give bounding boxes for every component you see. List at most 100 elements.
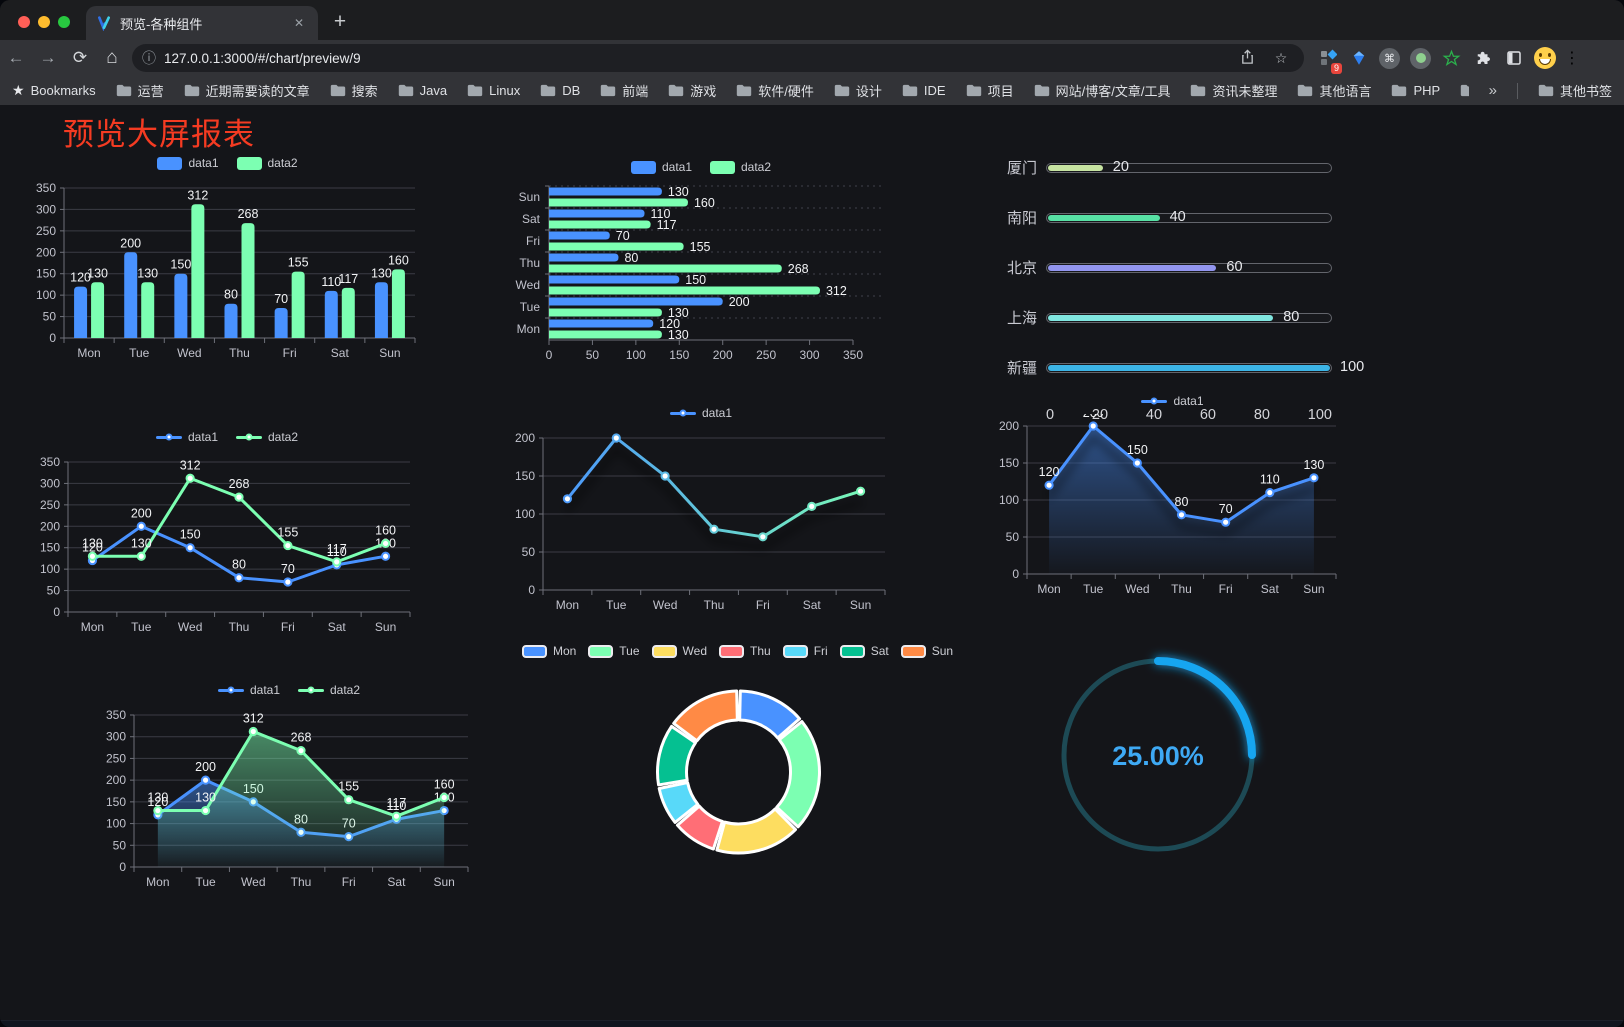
legend-item-Mon[interactable]: Mon [521, 644, 576, 658]
bookmark-folder[interactable]: PHP [1391, 83, 1440, 98]
bookmark-folder[interactable]: DB [540, 83, 580, 98]
legend-item-Fri[interactable]: Fri [782, 644, 828, 658]
bookmark-folder[interactable]: 文件服务器 [1460, 81, 1469, 100]
svg-text:312: 312 [187, 188, 208, 202]
new-tab-button[interactable]: + [333, 10, 347, 33]
svg-text:200: 200 [40, 519, 60, 533]
bookmark-folder[interactable]: Java [398, 83, 447, 98]
svg-text:300: 300 [40, 476, 60, 490]
puzzle-extensions-icon[interactable] [1469, 45, 1496, 72]
back-icon[interactable]: ← [7, 48, 25, 67]
legend-item-Sat[interactable]: Sat [839, 644, 889, 658]
bookmark-folder[interactable]: 软件/硬件 [736, 81, 814, 100]
bookmark-folder[interactable]: 搜索 [330, 81, 378, 100]
svg-text:100: 100 [36, 288, 56, 302]
bookmarks-bar: ★ Bookmarks 运营 近期需要读的文章 搜索 Java Linux DB 前端 游戏 软… [0, 76, 1624, 105]
city-progress-chart: 厦门 20 南阳 40 北京 60 上海 80 新疆 100 0 20 40 60 80 100 [995, 157, 1370, 424]
side-panel-icon[interactable] [1500, 45, 1527, 72]
svg-text:50: 50 [43, 310, 57, 324]
bookmark-folder[interactable]: 项目 [966, 81, 1014, 100]
legend-item-Wed[interactable]: Wed [651, 644, 707, 658]
gem-extension-icon[interactable] [1345, 45, 1372, 72]
forward-icon[interactable]: → [39, 48, 57, 67]
svg-text:150: 150 [180, 528, 201, 542]
legend-item-data1[interactable]: data1 [1141, 394, 1204, 408]
chart-legend: data1 [505, 403, 897, 423]
reload-icon[interactable]: ⟳ [72, 48, 88, 67]
donut-chart: Mon Tue Wed Thu Fri Sat Sun [521, 641, 953, 909]
bookmark-star-icon[interactable]: ☆ [1274, 49, 1288, 66]
bookmark-folder[interactable]: 网站/博客/文章/工具 [1034, 81, 1170, 100]
svg-text:70: 70 [281, 562, 295, 576]
bookmark-folder[interactable]: 游戏 [668, 81, 716, 100]
legend-item-data1[interactable]: data1 [630, 160, 692, 174]
legend-item-data2[interactable]: data2 [236, 156, 298, 170]
svg-text:312: 312 [826, 284, 847, 298]
other-bookmarks-folder[interactable]: 其他书签 [1538, 81, 1612, 100]
bookmark-folder[interactable]: 前端 [600, 81, 648, 100]
bookmark-folder[interactable]: 资讯未整理 [1190, 81, 1277, 100]
svg-text:25.00%: 25.00% [1112, 741, 1204, 771]
legend-item-data1[interactable]: data1 [217, 683, 280, 697]
svg-text:130: 130 [87, 266, 108, 280]
legend-item-Tue[interactable]: Tue [588, 644, 640, 658]
tab-close-icon[interactable]: ✕ [293, 16, 304, 30]
share-icon[interactable] [1234, 49, 1260, 68]
address-bar[interactable]: ⓘ 127.0.0.1:3000/#/chart/preview/9 ☆ [132, 44, 1304, 72]
home-icon[interactable]: ⌂ [106, 47, 118, 68]
svg-text:155: 155 [288, 256, 309, 270]
menu-kebab-icon[interactable]: ⋮ [1564, 50, 1580, 67]
bookmark-folder[interactable]: IDE [902, 83, 946, 98]
legend-item-data1[interactable]: data1 [669, 406, 732, 420]
star-extension-icon[interactable] [1438, 45, 1465, 72]
legend-item-data1[interactable]: data1 [157, 156, 219, 170]
command-extension-icon[interactable]: ⌘ [1376, 45, 1403, 72]
close-window-button[interactable] [18, 16, 30, 28]
svg-text:160: 160 [694, 196, 715, 210]
single-area-chart: data1 0 50 100 150 200 Mon Tue Wed Thu Fri Sat Sun 12… [995, 391, 1350, 605]
svg-text:100: 100 [515, 507, 535, 521]
browser-tab[interactable]: 预览-各种组件 ✕ [86, 6, 318, 40]
grid-extension-icon[interactable]: 9 [1314, 45, 1342, 74]
bookmarks-overflow-chevron[interactable]: » [1488, 82, 1497, 99]
chart-legend: data1 data2 [98, 680, 480, 700]
svg-text:200: 200 [131, 506, 152, 520]
svg-text:150: 150 [685, 273, 706, 287]
bookmarks-star-icon: ★ [12, 82, 25, 98]
svg-text:110: 110 [1260, 473, 1280, 487]
tab-title: 预览-各种组件 [120, 16, 203, 32]
window-controls [18, 16, 70, 28]
svg-text:150: 150 [36, 267, 56, 281]
extension-badge: 9 [1330, 62, 1342, 74]
svg-text:0: 0 [119, 860, 126, 874]
bookmark-folder[interactable]: 运营 [116, 81, 164, 100]
svg-text:Sun: Sun [433, 875, 454, 889]
zoom-window-button[interactable] [58, 16, 70, 28]
bookmark-folder[interactable]: 其他语言 [1297, 81, 1371, 100]
profile-avatar[interactable] [1531, 45, 1558, 72]
site-info-icon[interactable]: ⓘ [142, 50, 156, 66]
bookmarks-root[interactable]: ★ Bookmarks [12, 82, 96, 98]
legend-item-data2[interactable]: data2 [298, 683, 360, 697]
legend-item-data2[interactable]: data2 [710, 160, 771, 174]
svg-text:Thu: Thu [519, 256, 540, 270]
svg-text:80: 80 [224, 288, 238, 302]
svg-text:Sat: Sat [1261, 582, 1280, 596]
svg-text:Thu: Thu [229, 346, 250, 360]
bookmark-folder[interactable]: Linux [467, 83, 520, 98]
legend-item-Sun[interactable]: Sun [900, 644, 953, 658]
svg-text:130: 130 [371, 266, 392, 280]
minimize-window-button[interactable] [38, 16, 50, 28]
legend-item-data1[interactable]: data1 [155, 430, 218, 444]
grouped-bar-chart: data1 data2 0 50 100 150 200 250 300 350 Mon Tue Wed… [30, 153, 425, 369]
legend-item-data2[interactable]: data2 [236, 430, 298, 444]
bookmark-folder[interactable]: 近期需要读的文章 [184, 81, 310, 100]
record-extension-icon[interactable] [1407, 45, 1434, 72]
legend-item-Thu[interactable]: Thu [719, 644, 771, 658]
svg-text:Sun: Sun [379, 346, 400, 360]
svg-text:50: 50 [522, 545, 536, 559]
progress-x-axis: 0 20 40 60 80 100 [1046, 407, 1332, 423]
bookmark-folder[interactable]: 设计 [834, 81, 882, 100]
svg-text:130: 130 [147, 791, 168, 805]
svg-text:268: 268 [291, 731, 312, 745]
